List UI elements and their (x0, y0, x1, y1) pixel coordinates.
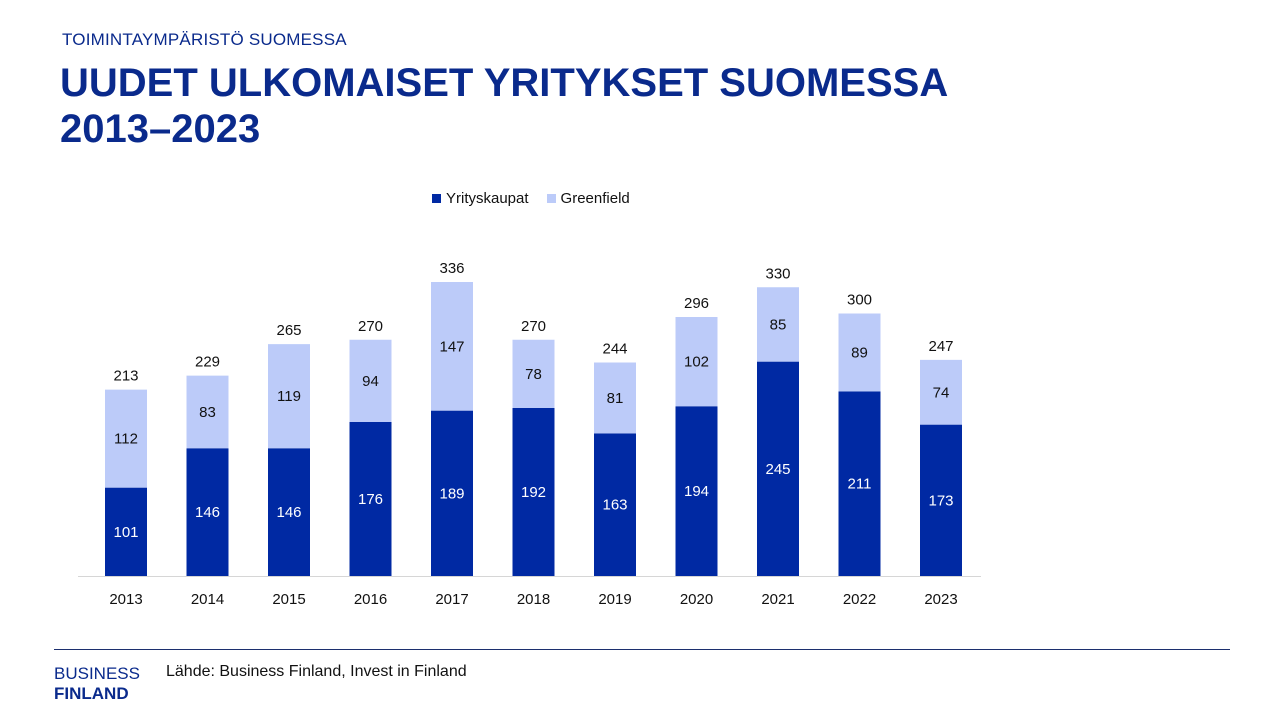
data-label-greenfield-2018: 78 (525, 366, 542, 383)
total-label-2022: 300 (847, 292, 872, 309)
legend-item-greenfield: Greenfield (546, 190, 630, 207)
total-label-2014: 229 (195, 354, 220, 371)
bar-yrityskaupat-2017 (431, 410, 473, 576)
data-label-greenfield-2017: 147 (439, 338, 464, 355)
bar-yrityskaupat-2016 (349, 422, 392, 576)
title-line-1: UUDET ULKOMAISET YRITYKSET SUOMESSA (60, 61, 949, 105)
data-label-greenfield-2014: 83 (199, 404, 216, 421)
bar-greenfield-2022 (838, 313, 881, 392)
x-tick-label-2014: 2014 (191, 591, 224, 608)
x-tick-label-2013: 2013 (109, 591, 142, 608)
data-label-yrityskaupat-2018: 192 (521, 484, 546, 501)
total-label-2015: 265 (276, 322, 301, 339)
data-label-yrityskaupat-2021: 245 (765, 461, 790, 478)
bar-greenfield-2021 (757, 287, 799, 362)
data-label-greenfield-2022: 89 (851, 344, 868, 361)
business-finland-logo: BUSINESS FINLAND (54, 664, 140, 704)
x-tick-label-2023: 2023 (924, 591, 957, 608)
footer-divider (54, 649, 1230, 650)
x-tick-label-2018: 2018 (517, 591, 550, 608)
bar-yrityskaupat-2021 (757, 361, 799, 576)
total-label-2019: 244 (602, 341, 627, 358)
data-label-greenfield-2013: 112 (114, 431, 138, 448)
bar-greenfield-2017 (431, 282, 473, 411)
data-label-greenfield-2015: 119 (277, 388, 301, 405)
total-label-2018: 270 (521, 318, 546, 335)
x-tick-label-2019: 2019 (598, 591, 631, 608)
data-label-greenfield-2019: 81 (607, 390, 624, 407)
data-label-yrityskaupat-2019: 163 (602, 497, 627, 514)
data-label-yrityskaupat-2023: 173 (928, 492, 953, 509)
total-label-2023: 247 (928, 338, 953, 355)
data-label-yrityskaupat-2020: 194 (684, 483, 709, 500)
bar-yrityskaupat-2014 (186, 448, 229, 576)
data-label-yrityskaupat-2015: 146 (276, 504, 301, 521)
page-title: UUDET ULKOMAISET YRITYKSET SUOMESSA 2013… (60, 60, 948, 152)
legend-label-yrityskaupat: Yrityskaupat (446, 190, 529, 207)
data-label-yrityskaupat-2013: 101 (113, 524, 138, 541)
bar-yrityskaupat-2018 (512, 408, 555, 576)
total-label-2016: 270 (358, 318, 383, 335)
bar-greenfield-2014 (186, 375, 229, 449)
data-label-greenfield-2016: 94 (362, 373, 379, 390)
total-label-2021: 330 (765, 265, 790, 282)
title-line-2: 2013–2023 (60, 107, 261, 151)
stacked-bar-chart: 101 112 213 2013 146 83 229 2014 146 119 265 2015 17… (78, 260, 981, 608)
legend-item-yrityskaupat: Yrityskaupat (432, 190, 529, 207)
bar-yrityskaupat-2020 (675, 406, 718, 576)
chart-legend: Yrityskaupat Greenfield (432, 190, 630, 207)
bar-greenfield-2015 (268, 344, 310, 449)
x-tick-label-2017: 2017 (435, 591, 468, 608)
source-note: Lähde: Business Finland, Invest in Finla… (166, 663, 467, 680)
data-label-greenfield-2020: 102 (684, 354, 709, 371)
legend-swatch-yrityskaupat (432, 194, 441, 203)
x-tick-label-2021: 2021 (761, 591, 794, 608)
total-label-2020: 296 (684, 295, 709, 312)
bar-greenfield-2013 (105, 389, 147, 488)
total-label-2013: 213 (113, 368, 138, 385)
bar-yrityskaupat-2023 (920, 424, 962, 576)
logo-line-1: BUSINESS (54, 664, 140, 683)
data-label-yrityskaupat-2016: 176 (358, 491, 383, 508)
legend-label-greenfield: Greenfield (560, 190, 630, 207)
legend-swatch-greenfield (546, 194, 556, 203)
data-label-yrityskaupat-2017: 189 (439, 485, 464, 502)
data-label-greenfield-2023: 74 (933, 384, 950, 401)
bar-yrityskaupat-2013 (105, 487, 147, 576)
bar-yrityskaupat-2019 (594, 433, 636, 576)
total-label-2017: 336 (439, 260, 464, 277)
x-tick-label-2015: 2015 (272, 591, 305, 608)
bar-greenfield-2019 (594, 362, 636, 434)
x-tick-label-2022: 2022 (843, 591, 876, 608)
logo-line-2: FINLAND (54, 684, 129, 703)
bar-greenfield-2023 (920, 359, 962, 425)
data-label-yrityskaupat-2014: 146 (195, 504, 220, 521)
x-tick-label-2020: 2020 (680, 591, 713, 608)
bar-yrityskaupat-2015 (268, 448, 310, 576)
x-tick-label-2016: 2016 (354, 591, 387, 608)
bar-greenfield-2018 (512, 339, 555, 408)
bar-greenfield-2016 (349, 339, 392, 422)
data-label-greenfield-2021: 85 (770, 316, 787, 333)
supertitle: TOIMINTAYMPÄRISTÖ SUOMESSA (62, 30, 347, 49)
bar-greenfield-2020 (675, 317, 718, 407)
bar-yrityskaupat-2022 (838, 391, 881, 576)
data-label-yrityskaupat-2022: 211 (848, 476, 872, 493)
